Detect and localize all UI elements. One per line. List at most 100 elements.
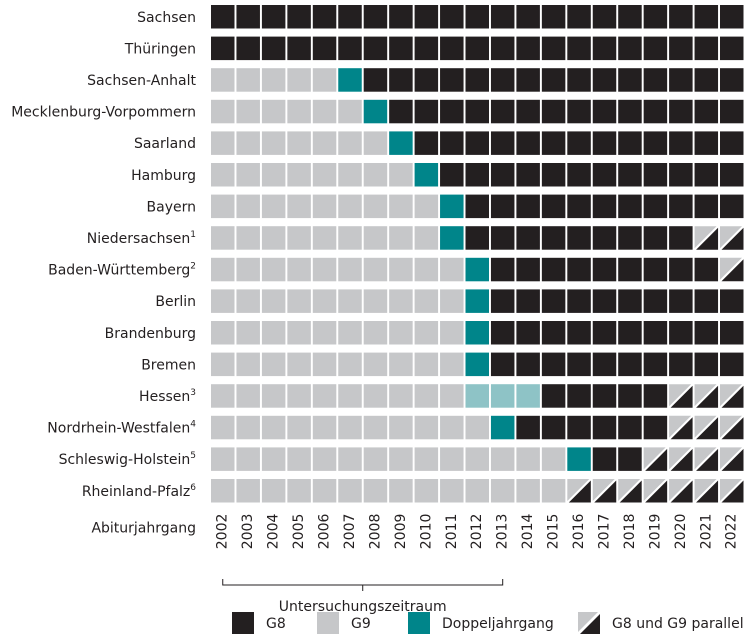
cell xyxy=(694,289,719,313)
cell xyxy=(363,352,388,377)
cell xyxy=(287,257,311,282)
row-label: Baden-Württemberg2 xyxy=(48,261,196,279)
cell xyxy=(236,36,260,61)
parallel-g9 xyxy=(720,479,742,501)
cell xyxy=(618,479,642,503)
row-label: Schleswig-Holstein5 xyxy=(59,451,196,469)
cell xyxy=(440,415,464,440)
row-label: Berlin xyxy=(155,294,196,310)
cell xyxy=(465,257,489,282)
cell xyxy=(312,257,337,282)
cell xyxy=(440,68,464,92)
cell xyxy=(567,194,591,219)
cell xyxy=(541,479,566,503)
column-label: 2013 xyxy=(495,514,511,550)
cell xyxy=(440,131,464,155)
cell xyxy=(720,99,744,124)
cell xyxy=(211,257,235,282)
cell xyxy=(389,321,413,345)
cell xyxy=(490,479,515,503)
parallel-g8 xyxy=(568,480,591,503)
legend-swatch xyxy=(408,612,430,634)
cell xyxy=(287,163,311,187)
cell xyxy=(567,289,591,313)
parallel-g9 xyxy=(669,415,692,438)
cell xyxy=(261,99,286,124)
parallel-g9 xyxy=(694,447,717,470)
cell xyxy=(465,289,489,313)
cell xyxy=(567,384,591,408)
row-name: Schleswig-Holstein xyxy=(59,452,191,468)
cell xyxy=(389,163,413,187)
parallel-g9 xyxy=(720,384,742,407)
column-label: 2003 xyxy=(240,514,256,550)
cell xyxy=(312,131,337,155)
parallel-g9 xyxy=(669,447,692,470)
cell xyxy=(669,36,693,61)
cell xyxy=(287,226,311,250)
parallel-g8 xyxy=(721,385,744,408)
cell xyxy=(669,163,693,187)
row-label-title: Abiturjahrgang xyxy=(91,521,196,537)
cell xyxy=(567,479,591,503)
cell xyxy=(618,68,642,92)
row-name: Thüringen xyxy=(124,41,196,57)
cell xyxy=(643,68,668,92)
cell xyxy=(211,447,235,471)
cell xyxy=(389,5,413,29)
cell xyxy=(592,321,617,345)
row-label: Saarland xyxy=(134,136,196,152)
cell xyxy=(618,36,642,61)
parallel-g8 xyxy=(670,448,693,471)
row-name: Nordrhein-Westfalen xyxy=(47,421,190,437)
cell xyxy=(236,226,260,250)
cell xyxy=(363,99,388,124)
parallel-g8 xyxy=(645,448,668,471)
cell xyxy=(287,36,311,61)
cell xyxy=(261,415,286,440)
cell xyxy=(211,479,235,503)
cell xyxy=(261,226,286,250)
cell xyxy=(363,68,388,92)
cell xyxy=(338,415,362,440)
cell xyxy=(592,226,617,250)
cell xyxy=(338,99,362,124)
cell xyxy=(312,163,337,187)
cell xyxy=(440,479,464,503)
cell xyxy=(541,36,566,61)
cell xyxy=(592,479,617,503)
footnote-mark: 5 xyxy=(190,451,196,461)
cell xyxy=(592,5,617,29)
cell xyxy=(414,68,439,92)
cell xyxy=(236,99,260,124)
cell xyxy=(643,163,668,187)
cell xyxy=(389,68,413,92)
cell xyxy=(669,415,693,440)
parallel-g9 xyxy=(618,479,641,501)
footnote-mark: 6 xyxy=(190,482,196,492)
cell xyxy=(363,163,388,187)
cell xyxy=(516,131,540,155)
cell xyxy=(618,226,642,250)
column-label: 2020 xyxy=(673,514,689,550)
cell xyxy=(211,415,235,440)
cell xyxy=(414,447,439,471)
cell xyxy=(414,36,439,61)
cell xyxy=(669,99,693,124)
cell xyxy=(389,352,413,377)
cell xyxy=(618,289,642,313)
row-name: Berlin xyxy=(155,294,196,310)
cell xyxy=(720,321,744,345)
cell xyxy=(287,289,311,313)
column-label: 2019 xyxy=(647,514,663,550)
cell xyxy=(465,5,489,29)
cell xyxy=(338,226,362,250)
cell xyxy=(465,352,489,377)
cell xyxy=(720,36,744,61)
cell xyxy=(236,415,260,440)
cell xyxy=(669,257,693,282)
cell xyxy=(389,289,413,313)
cell xyxy=(669,352,693,377)
cell xyxy=(694,36,719,61)
row-label: Niedersachsen1 xyxy=(87,229,196,247)
